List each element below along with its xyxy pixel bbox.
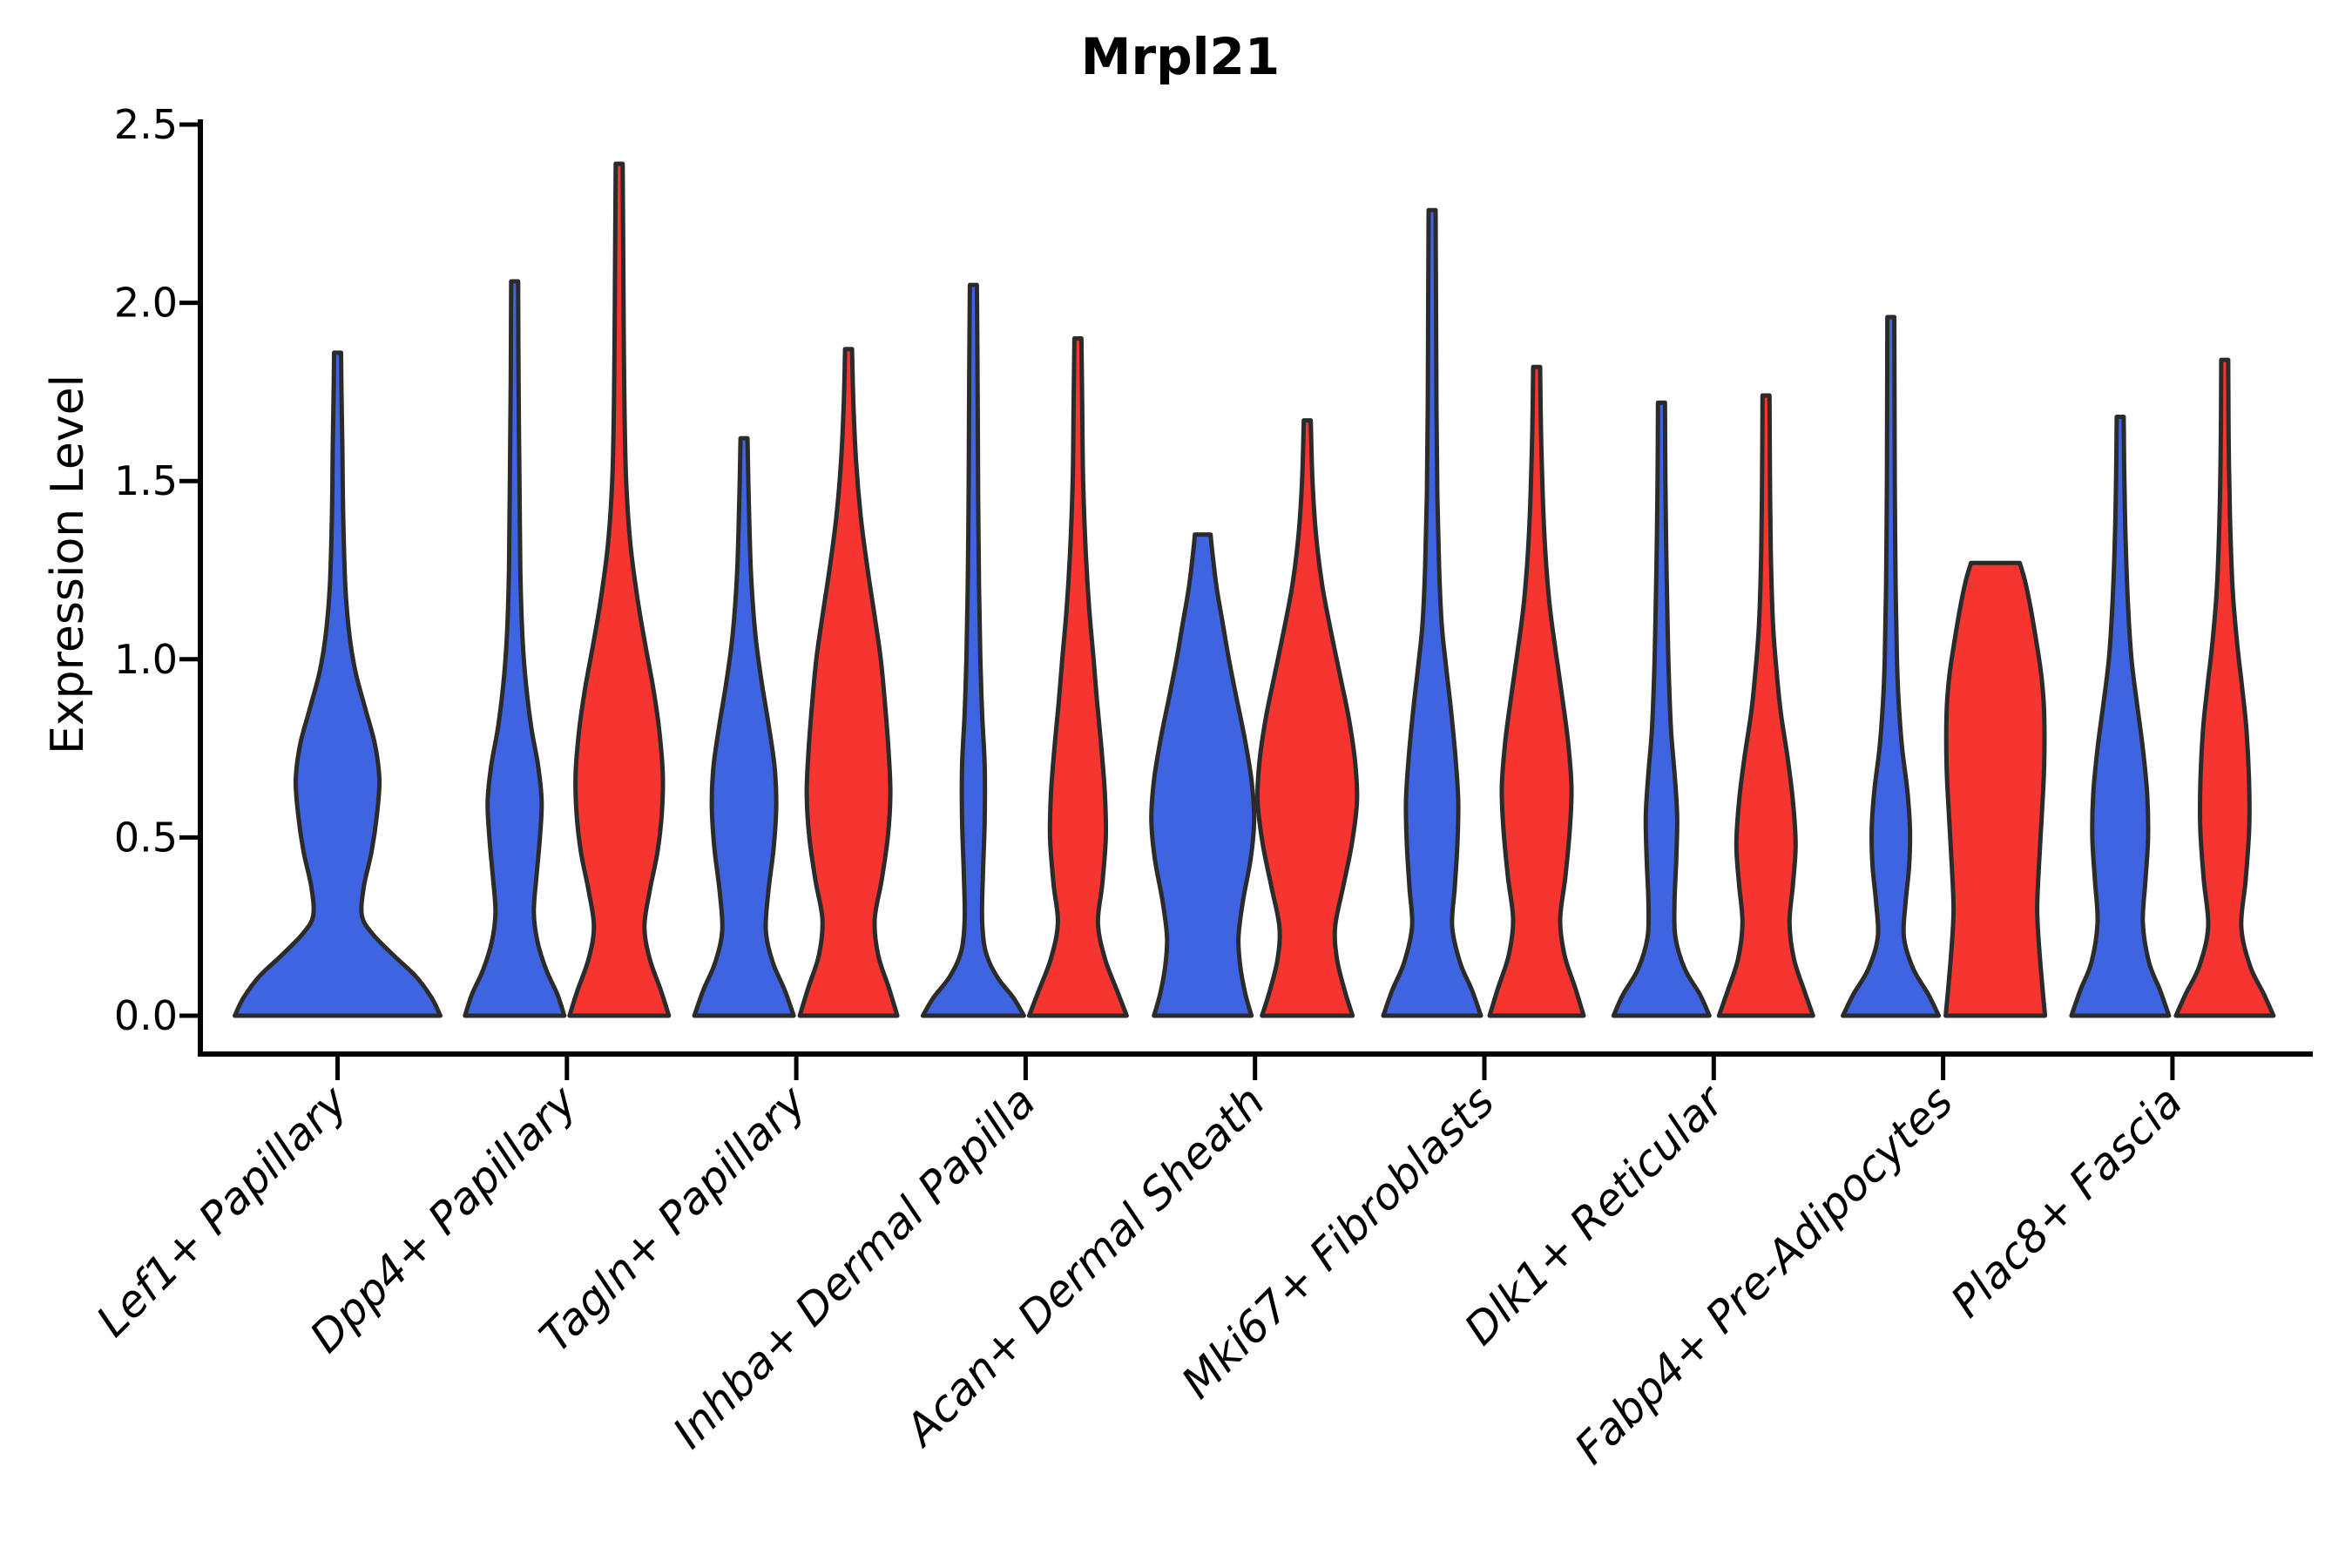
violin-mki67-fibroblasts-blue	[1381, 207, 1484, 1018]
chart-title: Mrpl21	[1081, 27, 1280, 86]
violin-plac8-fascia-blue	[2069, 415, 2172, 1018]
x-tick-label-plac8-fascia: Plac8+ Fascia	[1941, 1076, 2192, 1327]
y-tick-label: 0.5	[114, 814, 178, 861]
violin-acan-dermal-sheath-red	[1255, 418, 1360, 1018]
violin-lef1-papillary-blue	[233, 350, 443, 1018]
y-axis-label: Expression Level	[42, 375, 94, 754]
violin-dlk1-reticular-red	[1716, 393, 1815, 1018]
x-tick-label-inhba-dermal-papilla: Inhba+ Dermal Papilla	[663, 1076, 1044, 1457]
violin-tagln-papillary-blue	[692, 436, 796, 1018]
violin-inhba-dermal-papilla-blue	[920, 282, 1026, 1018]
violin-plac8-fascia-red	[2173, 357, 2276, 1018]
violin-dpp4-papillary-red	[567, 161, 672, 1018]
violin-dpp4-papillary-blue	[463, 279, 567, 1018]
x-tick-label-lef1-papillary: Lef1+ Papillary	[87, 1075, 358, 1346]
violin-dlk1-reticular-blue	[1611, 400, 1712, 1018]
violin-fabp4-pre-adipocytes-blue	[1841, 314, 1942, 1018]
y-tick-label: 0.0	[114, 992, 178, 1039]
violin-fabp4-pre-adipocytes-red	[1943, 560, 2048, 1018]
violin-tagln-papillary-red	[797, 347, 900, 1018]
axes-spines	[198, 119, 2313, 1057]
violin-acan-dermal-sheath-blue	[1149, 532, 1257, 1018]
y-tick-label: 2.0	[114, 280, 178, 327]
y-tick-label: 1.0	[114, 636, 178, 683]
y-tick-label: 1.5	[114, 457, 178, 504]
y-tick-label: 2.5	[114, 101, 178, 148]
violin-inhba-dermal-papilla-red	[1026, 336, 1129, 1018]
x-tick-label-fabp4-pre-adipocytes: Fabp4+ Pre-Adipocytes	[1565, 1076, 1963, 1474]
violin-mki67-fibroblasts-red	[1487, 364, 1586, 1018]
x-tick-label-acan-dermal-sheath: Acan+ Dermal Sheath	[894, 1076, 1274, 1456]
